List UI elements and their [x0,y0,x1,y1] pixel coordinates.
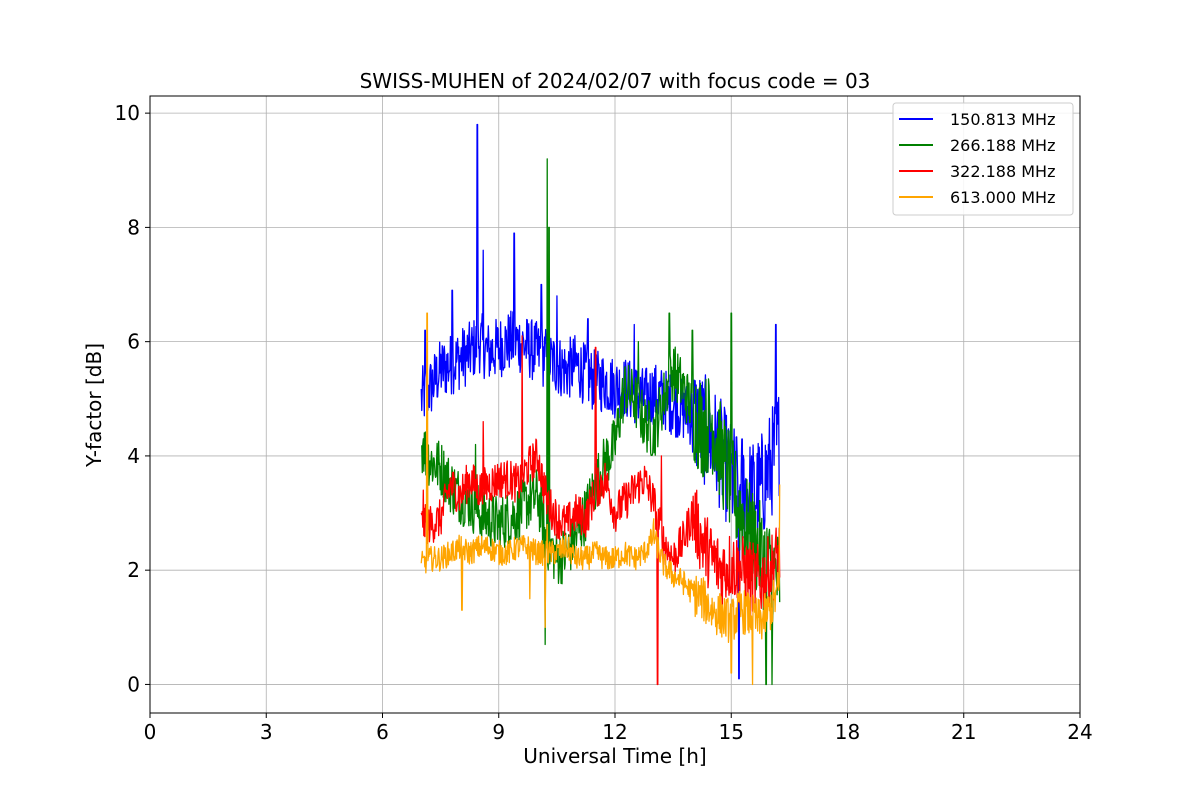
legend-label: 322.188 MHz [950,162,1055,181]
x-tick-label: 6 [376,720,389,744]
x-tick-label: 15 [719,720,744,744]
y-tick-label: 6 [127,330,140,354]
x-axis-label: Universal Time [h] [523,744,706,768]
legend-label: 613.000 MHz [950,188,1055,207]
legend-box [892,102,1074,216]
series-line [420,312,781,686]
legend: 150.813 MHz 266.188 MHz 322.188 MHz 613.000… [892,102,1074,216]
x-tick-label: 12 [602,720,627,744]
series-line [421,158,781,686]
y-tick-label: 4 [127,444,140,468]
x-tick-label: 3 [260,720,273,744]
legend-label: 266.188 MHz [950,136,1055,155]
chart-title: SWISS-MUHEN of 2024/02/07 with focus cod… [360,69,871,93]
x-tick-label: 18 [835,720,860,744]
y-axis-label: Y-factor [dB] [82,343,106,468]
x-tick-label: 24 [1067,720,1092,744]
series-layer [420,123,781,686]
x-tick-label: 9 [492,720,505,744]
y-tick-label: 2 [127,558,140,582]
x-tick-label: 0 [144,720,157,744]
x-tick-label: 21 [951,720,976,744]
y-tick-label: 10 [115,101,140,125]
y-tick-label: 8 [127,215,140,239]
legend-label: 150.813 MHz [950,110,1055,129]
series-line [420,335,781,686]
y-tick-label: 0 [127,672,140,696]
